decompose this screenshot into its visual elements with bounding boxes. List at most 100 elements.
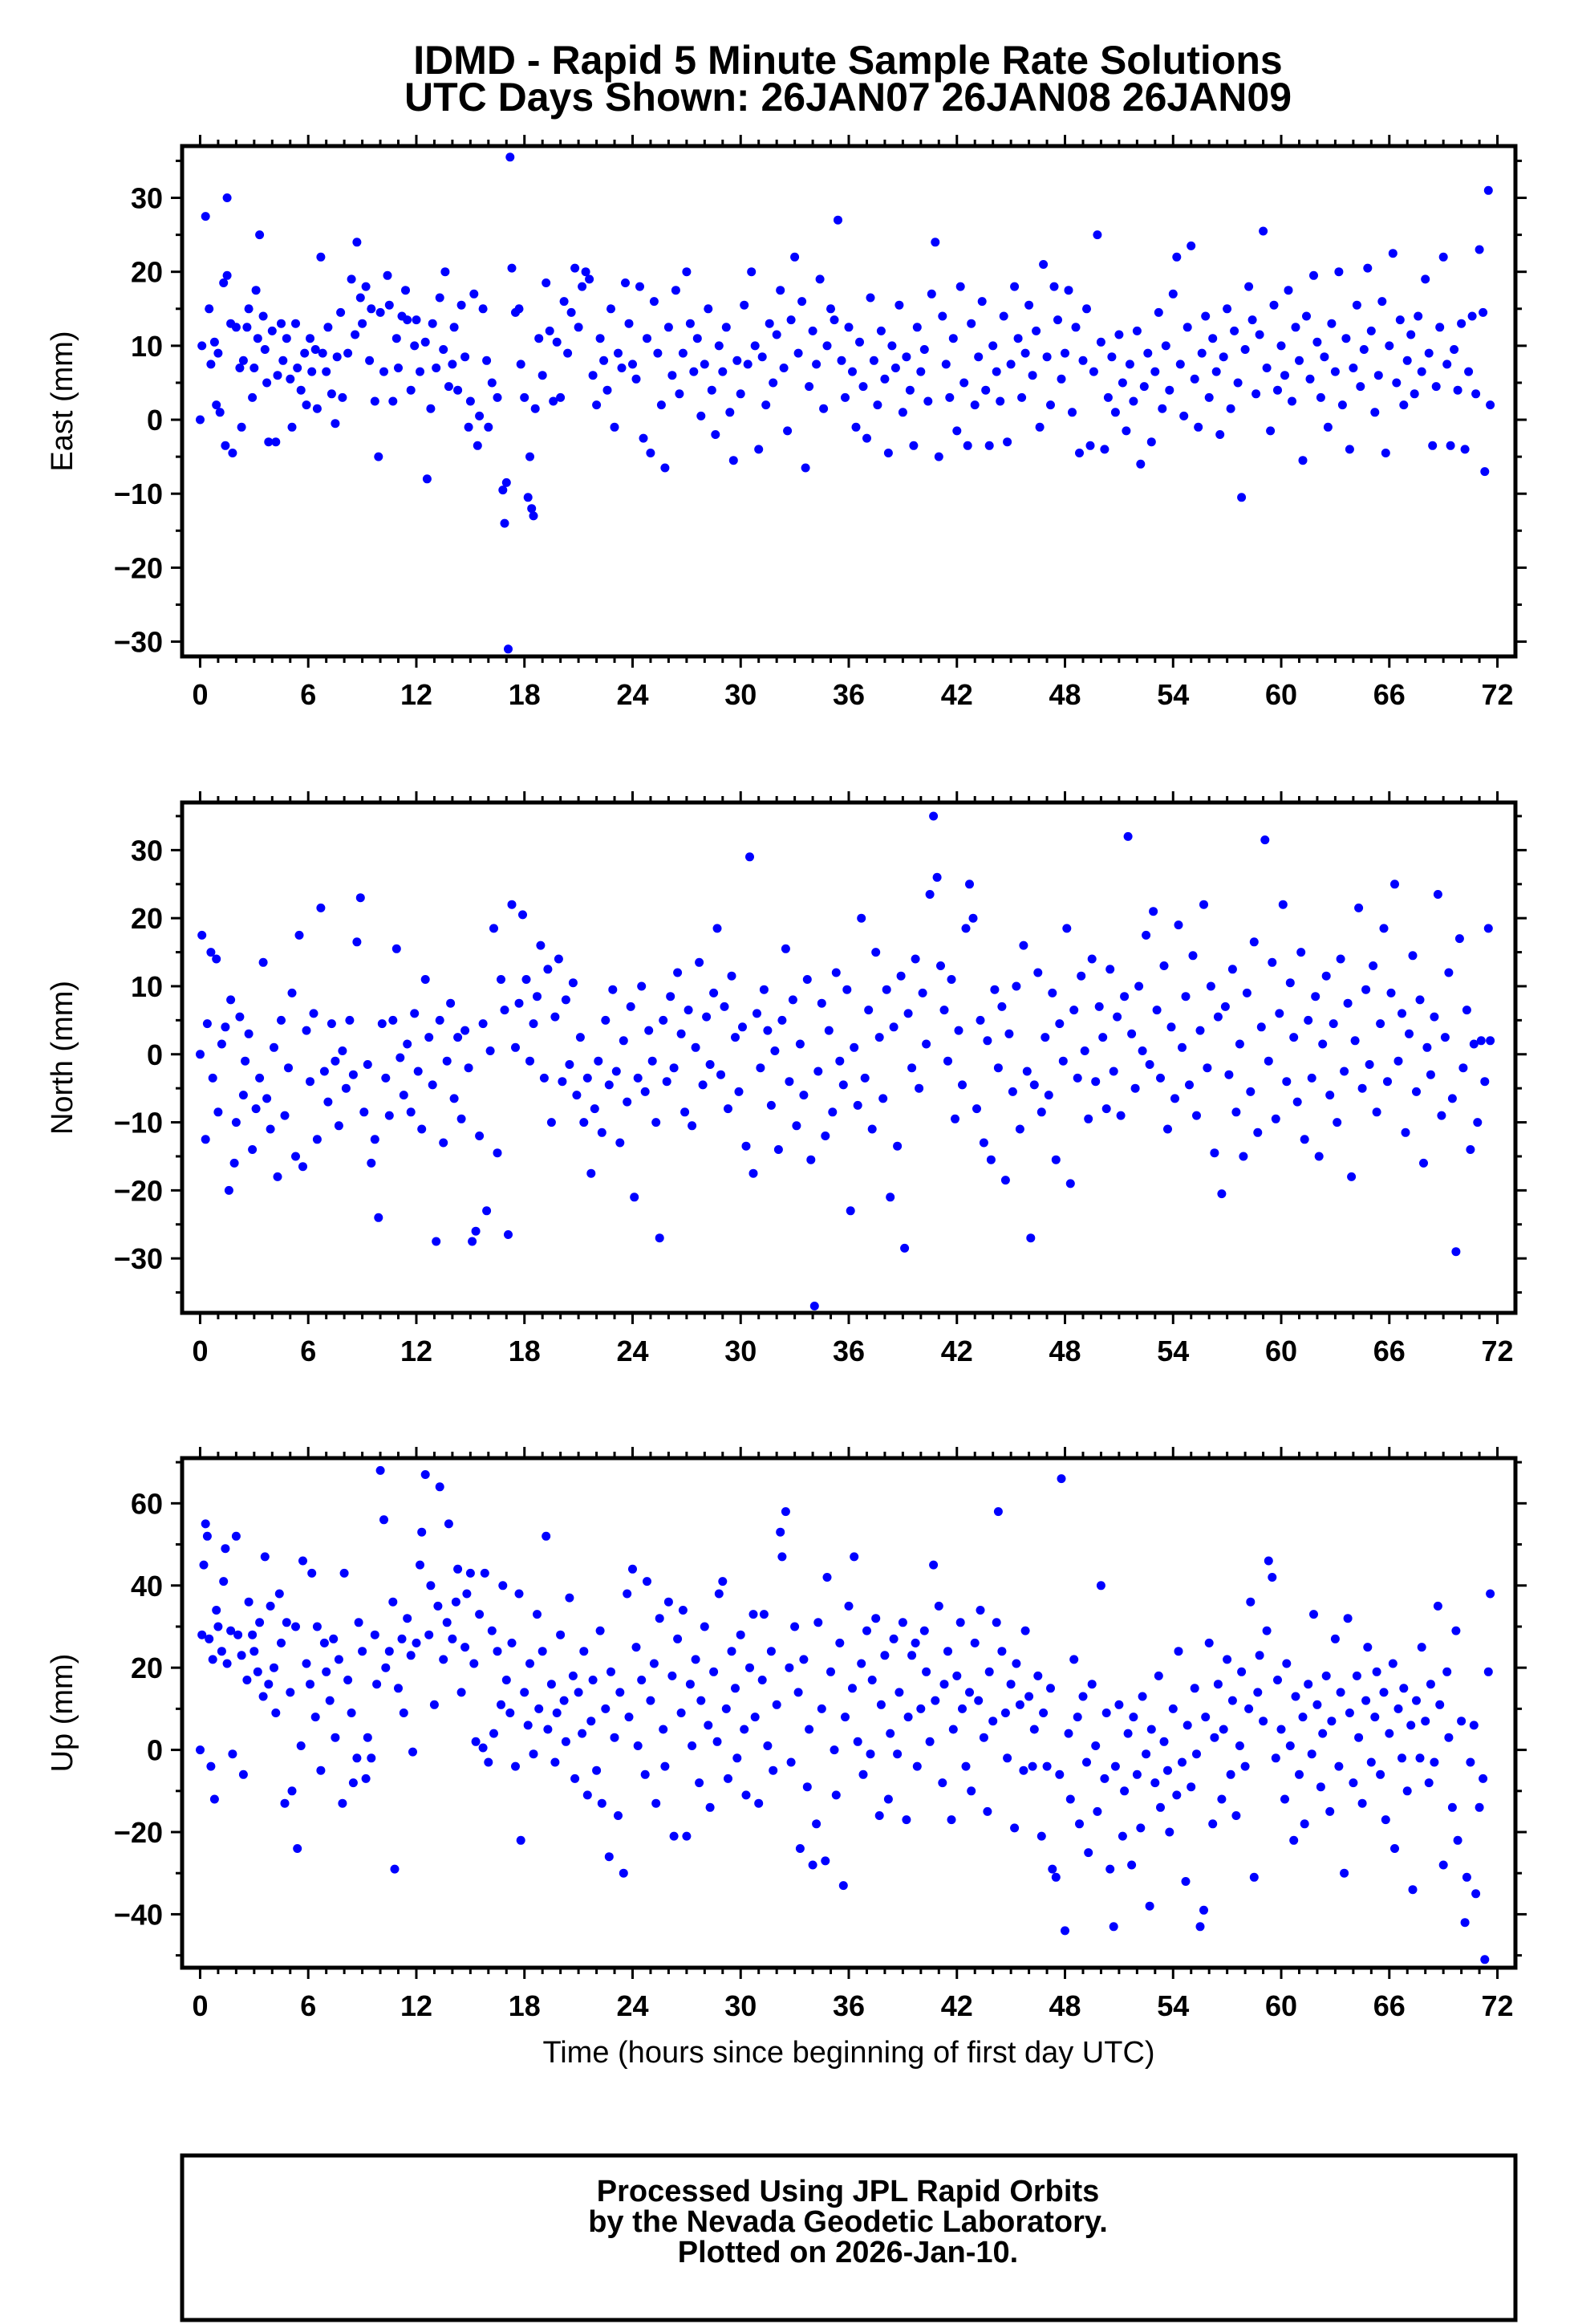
east-data-point <box>909 441 919 450</box>
north-data-point <box>500 1006 509 1015</box>
up-data-point <box>876 1700 886 1709</box>
up-data-point <box>1019 1765 1028 1775</box>
up-data-point <box>1316 1782 1325 1792</box>
east-data-point <box>1024 300 1034 310</box>
east-data-point <box>1320 352 1329 362</box>
east-data-point <box>331 419 340 429</box>
east-data-point <box>426 404 436 413</box>
up-data-point <box>286 1688 295 1697</box>
north-data-point <box>853 1100 862 1110</box>
up-data-point <box>1187 1782 1196 1792</box>
up-data-point <box>322 1667 331 1676</box>
north-data-point <box>842 985 852 994</box>
east-data-point <box>1352 300 1361 310</box>
east-data-point <box>1486 400 1495 410</box>
north-data-point <box>976 1015 985 1025</box>
north-data-point <box>1246 1087 1256 1096</box>
east-data-point <box>196 415 205 425</box>
up-data-point <box>1093 1806 1102 1816</box>
east-data-point <box>412 315 421 325</box>
north-data-point <box>806 1155 816 1164</box>
up-data-point <box>493 1647 502 1656</box>
up-data-point <box>984 1667 994 1676</box>
north-data-point <box>1213 1012 1223 1022</box>
east-data-point <box>1223 304 1232 314</box>
east-data-point <box>244 304 254 314</box>
north-data-point <box>993 1063 1003 1073</box>
east-data-point <box>215 408 225 417</box>
up-data-point <box>655 1614 664 1623</box>
up-data-point <box>429 1700 439 1709</box>
up-data-point <box>922 1667 931 1676</box>
north-data-point <box>727 971 736 981</box>
north-data-point <box>417 1124 427 1134</box>
east-data-point <box>578 282 587 291</box>
up-data-point <box>1190 1684 1199 1693</box>
east-data-point <box>478 304 488 314</box>
east-data-point <box>826 304 835 314</box>
up-data-point <box>390 1864 400 1874</box>
up-data-point <box>253 1667 262 1676</box>
north-data-point <box>1473 1118 1483 1127</box>
east-data-point <box>747 267 757 277</box>
up-data-point <box>776 1527 785 1537</box>
north-data-point <box>428 1080 437 1090</box>
up-data-point <box>424 1630 434 1639</box>
up-data-point <box>1408 1885 1418 1895</box>
north-data-point <box>471 1226 481 1236</box>
up-data-point <box>1110 1761 1120 1771</box>
up-data-point <box>534 1704 544 1713</box>
up-data-point <box>976 1606 985 1615</box>
east-data-point <box>1053 315 1062 325</box>
up-data-point <box>1213 1680 1223 1689</box>
north-data-point <box>291 1152 300 1161</box>
up-x-tick-label: 0 <box>192 1989 208 2022</box>
east-data-point <box>422 474 432 484</box>
north-data-point <box>1073 1073 1082 1083</box>
north-data-point <box>864 1006 874 1015</box>
up-data-point <box>1096 1581 1105 1591</box>
north-data-point <box>1058 1056 1068 1066</box>
east-data-point <box>1395 315 1405 325</box>
east-data-point <box>249 364 259 372</box>
up-data-point <box>310 1713 320 1722</box>
east-data-point <box>1316 392 1325 402</box>
up-data-point <box>1082 1757 1091 1767</box>
north-data-point <box>1454 934 1464 944</box>
east-data-point <box>919 345 929 354</box>
up-data-point <box>777 1552 787 1562</box>
east-data-point <box>1032 326 1041 335</box>
north-data-point <box>1333 1118 1342 1127</box>
up-data-point <box>248 1630 258 1639</box>
east-data-point <box>255 230 265 240</box>
north-data-point <box>828 1107 838 1117</box>
up-data-point <box>709 1667 719 1676</box>
north-data-point <box>731 1033 740 1042</box>
east-data-point <box>1096 337 1105 347</box>
north-data-point <box>475 1132 485 1140</box>
up-data-point <box>1479 1773 1488 1783</box>
east-data-point <box>1471 389 1481 399</box>
up-data-point <box>408 1747 417 1757</box>
north-data-point <box>525 1056 534 1066</box>
up-data-point <box>866 1749 875 1759</box>
east-data-point <box>302 400 311 410</box>
east-data-point <box>1010 282 1020 291</box>
east-data-point <box>242 323 252 332</box>
east-data-point <box>205 304 214 314</box>
east-data-point <box>948 334 958 343</box>
up-data-point <box>347 1708 356 1717</box>
up-data-point <box>696 1696 706 1705</box>
up-data-point <box>1343 1614 1353 1623</box>
north-data-point <box>850 1042 859 1052</box>
north-data-point <box>294 930 304 940</box>
up-data-point <box>574 1688 583 1697</box>
up-y-tick-label: 40 <box>131 1570 163 1603</box>
north-data-point <box>1393 1056 1403 1066</box>
north-data-point <box>1098 1033 1108 1042</box>
east-data-point <box>754 445 764 454</box>
north-data-point <box>597 1127 606 1137</box>
north-data-point <box>1166 1022 1176 1032</box>
north-data-point <box>1041 1033 1050 1042</box>
up-data-point <box>795 1844 805 1853</box>
